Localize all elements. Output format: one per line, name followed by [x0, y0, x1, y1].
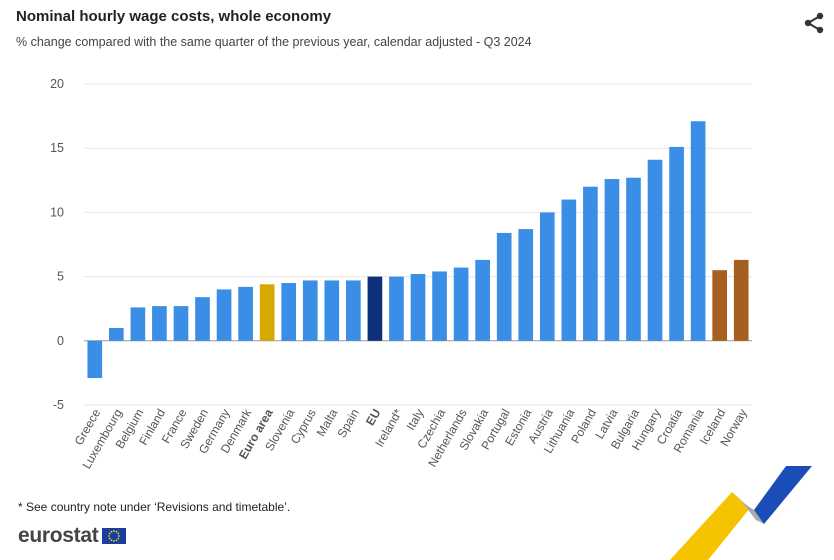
bar-eu[interactable] [367, 276, 383, 341]
bar-norway[interactable] [733, 259, 749, 341]
bar-sweden[interactable] [195, 297, 210, 341]
x-tick-label: Spain [334, 407, 361, 441]
bar-bulgaria[interactable] [626, 177, 641, 341]
bar-czechia[interactable] [432, 271, 447, 341]
bar-denmark[interactable] [238, 286, 253, 341]
bar-netherlands[interactable] [453, 267, 469, 341]
chart-subtitle: % change compared with the same quarter … [16, 35, 532, 49]
bar-iceland[interactable] [712, 270, 728, 341]
y-tick-label: 15 [50, 141, 64, 155]
bar-latvia[interactable] [604, 179, 620, 341]
bar-malta[interactable] [324, 280, 340, 341]
eu-flag-icon [102, 528, 127, 544]
x-axis-tick-labels: GreeceLuxembourgBelgiumFinlandFranceSwed… [72, 406, 750, 472]
bar-luxembourg[interactable] [108, 327, 124, 341]
bar-estonia[interactable] [518, 229, 534, 341]
footnote: * See country note under ‘Revisions and … [18, 500, 291, 514]
bar-poland[interactable] [583, 186, 598, 341]
bar-greece[interactable] [87, 340, 103, 379]
bar-france[interactable] [173, 306, 189, 341]
bar-cyprus[interactable] [302, 280, 318, 341]
y-tick-label: -5 [53, 398, 64, 412]
eurostat-corner-graphic [670, 466, 812, 560]
bars [87, 121, 749, 379]
x-tick-label: EU [363, 407, 383, 428]
logo-text: eurostat [18, 524, 99, 547]
bar-croatia[interactable] [669, 146, 684, 341]
bar-belgium[interactable] [130, 307, 146, 341]
bar-germany[interactable] [216, 289, 232, 341]
bar-romania[interactable] [690, 121, 706, 341]
bar-slovenia[interactable] [281, 283, 297, 341]
bar-spain[interactable] [346, 280, 361, 341]
chart-title: Nominal hourly wage costs, whole economy [16, 8, 332, 25]
bar-hungary[interactable] [647, 159, 663, 341]
bar-portugal[interactable] [496, 232, 512, 341]
bar-ireland[interactable] [389, 276, 404, 341]
y-tick-label: 0 [57, 334, 64, 348]
eurostat-logo[interactable]: eurostat [18, 524, 127, 548]
y-tick-label: 10 [50, 205, 64, 219]
bar-austria[interactable] [539, 212, 555, 341]
bar-chart: -5 0 5 10 15 20 GreeceLuxembourgBelgiumFinlan… [50, 77, 752, 472]
y-axis-tick-labels: -5 0 5 10 15 20 [50, 77, 64, 412]
bar-italy[interactable] [410, 274, 426, 341]
bar-euro-area[interactable] [259, 284, 275, 341]
y-tick-label: 5 [57, 270, 64, 284]
bar-finland[interactable] [152, 306, 167, 341]
y-tick-label: 20 [50, 77, 64, 91]
bar-slovakia[interactable] [475, 259, 490, 341]
share-icon[interactable] [802, 11, 826, 35]
bar-lithuania[interactable] [561, 199, 577, 341]
